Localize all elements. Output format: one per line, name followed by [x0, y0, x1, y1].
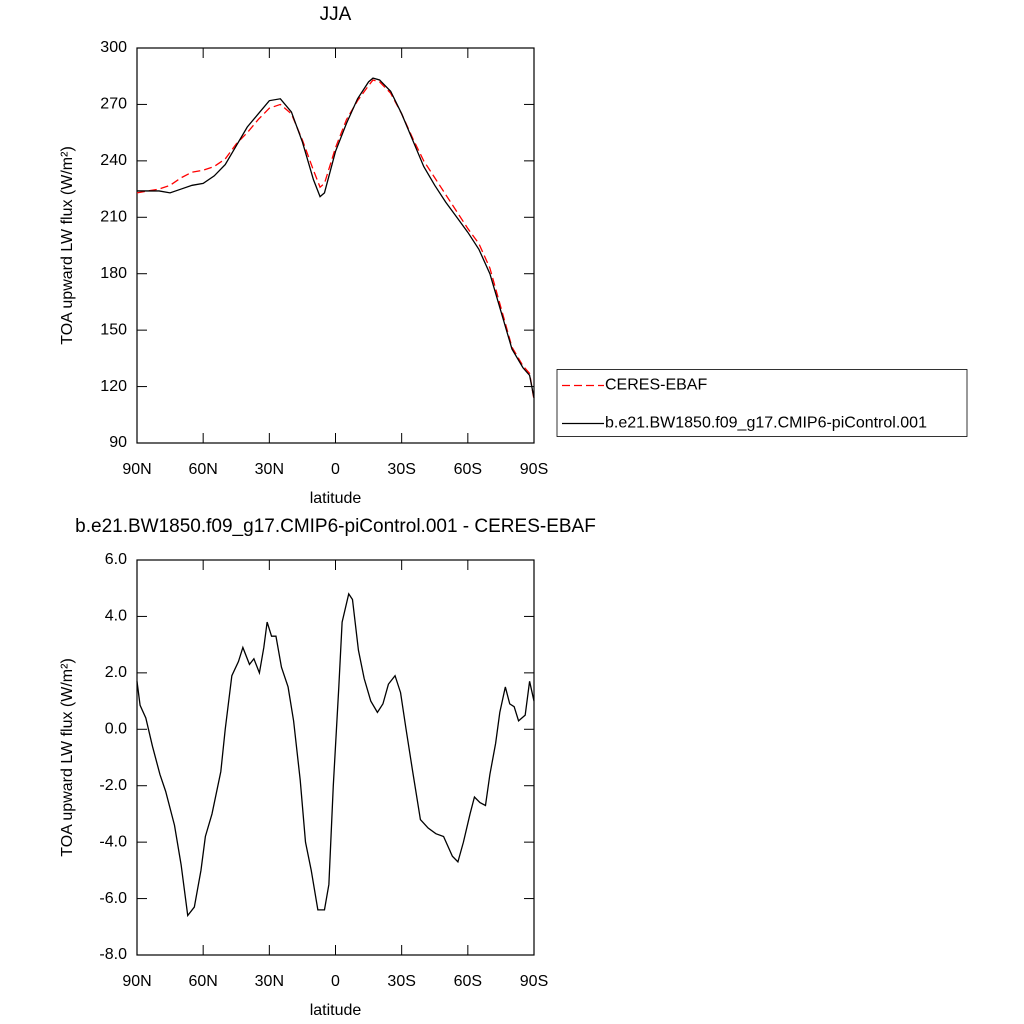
x-tick-label: 60N — [188, 973, 217, 990]
x-tick-label: 60S — [454, 973, 482, 990]
y-tick-label: 210 — [100, 209, 127, 226]
data-line — [137, 77, 535, 398]
y-axis-label: TOA upward LW flux (W/m²) — [59, 146, 76, 345]
y-tick-label: 270 — [100, 96, 127, 113]
x-tick-label: 0 — [331, 973, 340, 990]
x-tick-label: 30S — [387, 461, 415, 478]
y-tick-label: -8.0 — [99, 946, 127, 963]
y-tick-label: 90 — [109, 434, 127, 451]
y-tick-label: 0.0 — [105, 721, 127, 738]
y-tick-label: -4.0 — [99, 833, 127, 850]
plot-frame — [136, 47, 535, 444]
y-tick-label: 300 — [100, 39, 127, 56]
data-line — [136, 592, 535, 918]
x-tick-label: 60N — [188, 461, 217, 478]
data-line — [136, 79, 535, 400]
x-tick-label: 30N — [255, 461, 284, 478]
x-axis-label: latitude — [310, 490, 362, 507]
y-tick-label: 6.0 — [105, 551, 127, 568]
x-tick-label: 60S — [454, 461, 482, 478]
chart-title: JJA — [320, 4, 352, 25]
x-tick-label: 90S — [520, 973, 548, 990]
chart-title: b.e21.BW1850.f09_g17.CMIP6-piControl.001… — [75, 516, 596, 537]
y-tick-label: 4.0 — [105, 608, 127, 625]
y-axis-label: TOA upward LW flux (W/m²) — [59, 658, 76, 857]
x-tick-label: 0 — [331, 461, 340, 478]
x-tick-label: 90N — [122, 973, 151, 990]
y-tick-label: 150 — [100, 321, 127, 338]
y-tick-label: -2.0 — [99, 777, 127, 794]
legend-label: CERES-EBAF — [605, 377, 707, 394]
y-tick-label: 120 — [100, 378, 127, 395]
y-tick-label: 2.0 — [105, 664, 127, 681]
y-tick-label: 240 — [100, 152, 127, 169]
x-tick-label: 30S — [387, 973, 415, 990]
y-tick-label: 180 — [100, 265, 127, 282]
x-tick-label: 90S — [520, 461, 548, 478]
legend-box — [556, 369, 968, 437]
x-tick-label: 30N — [255, 973, 284, 990]
x-tick-label: 90N — [122, 461, 151, 478]
x-axis-label: latitude — [310, 1002, 362, 1019]
y-tick-label: -6.0 — [99, 890, 127, 907]
legend-label: b.e21.BW1850.f09_g17.CMIP6-piControl.001 — [605, 415, 927, 432]
plot-frame — [136, 559, 535, 956]
